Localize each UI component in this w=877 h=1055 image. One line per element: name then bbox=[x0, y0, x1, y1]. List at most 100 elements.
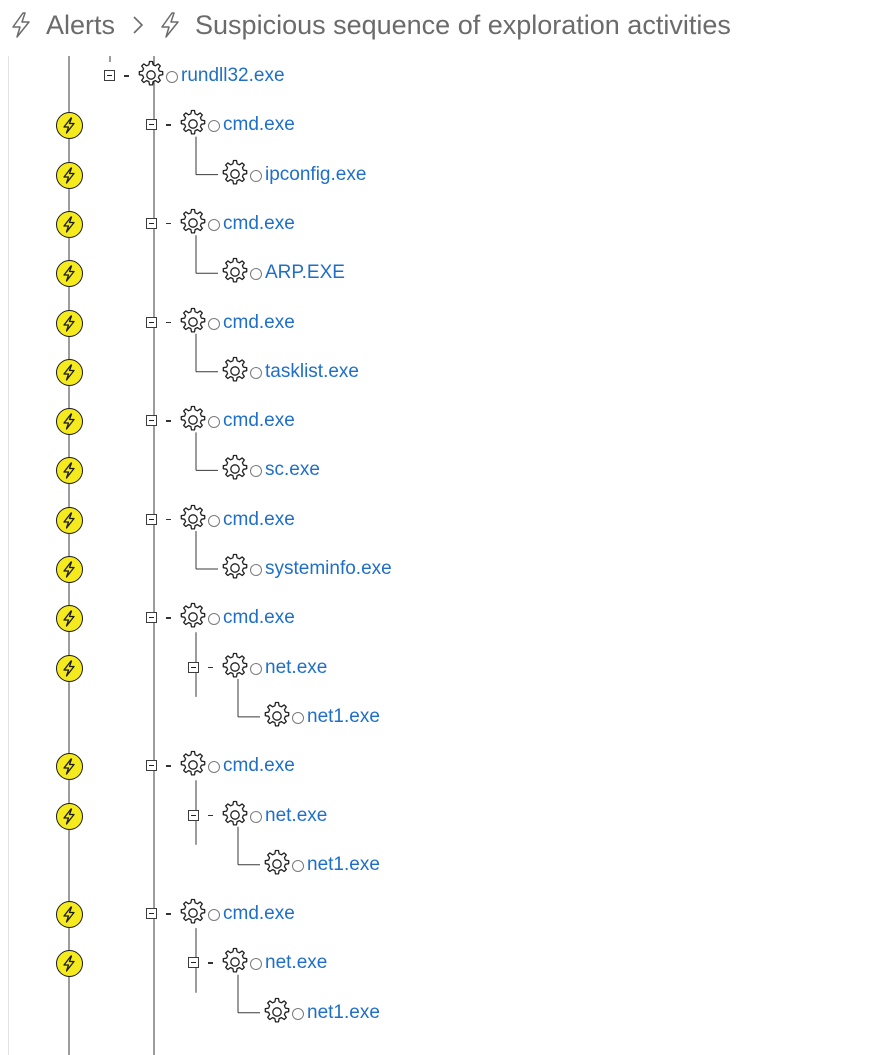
gear-icon bbox=[180, 751, 206, 776]
circle-icon bbox=[250, 465, 262, 478]
gear-icon bbox=[180, 110, 206, 135]
lightning-bolt-icon bbox=[62, 413, 75, 430]
lightning-bolt-icon bbox=[62, 166, 75, 184]
lightning-bolt-icon bbox=[62, 364, 75, 381]
process-name-link[interactable]: net.exe bbox=[265, 804, 328, 826]
gear-icon bbox=[222, 356, 248, 382]
lightning-bolt-icon bbox=[62, 216, 75, 233]
process-name-link[interactable]: tasklist.exe bbox=[265, 360, 359, 382]
lightning-bolt-icon bbox=[62, 117, 75, 134]
tree-dash bbox=[166, 913, 171, 915]
breadcrumb-alerts-link[interactable]: Alerts bbox=[46, 9, 116, 40]
alert-badge-icon[interactable] bbox=[55, 901, 83, 929]
process-tree-panel: rundll32.exe cmd.exe ipconfig.exe cmd.exe AR… bbox=[8, 56, 877, 1055]
tree-dash bbox=[208, 814, 213, 816]
gear-icon bbox=[138, 60, 164, 86]
collapse-toggle-icon[interactable] bbox=[146, 612, 157, 624]
collapse-toggle-icon[interactable] bbox=[188, 957, 199, 969]
collapse-toggle-icon[interactable] bbox=[188, 661, 199, 673]
collapse-toggle-icon[interactable] bbox=[146, 908, 157, 920]
tree-dash bbox=[124, 75, 129, 77]
gear-icon bbox=[222, 800, 248, 826]
alert-badge-icon[interactable] bbox=[55, 210, 83, 238]
gear-icon bbox=[222, 652, 248, 678]
process-name-link[interactable]: net1.exe bbox=[307, 1001, 380, 1023]
page-title: Suspicious sequence of exploration activ… bbox=[195, 9, 731, 40]
circle-icon bbox=[208, 218, 220, 231]
breadcrumb: Alerts Suspicious sequence of exploratio… bbox=[0, 0, 877, 50]
circle-icon bbox=[250, 958, 262, 971]
collapse-toggle-icon[interactable] bbox=[146, 217, 157, 229]
process-name-link[interactable]: net.exe bbox=[265, 656, 328, 678]
circle-icon bbox=[208, 317, 220, 330]
gear-icon bbox=[222, 455, 248, 480]
collapse-toggle-icon[interactable] bbox=[188, 809, 199, 821]
process-name-link[interactable]: cmd.exe bbox=[223, 114, 295, 136]
collapse-toggle-icon[interactable] bbox=[146, 760, 157, 772]
alert-badge-icon[interactable] bbox=[55, 605, 83, 633]
lightning-bolt-icon bbox=[12, 12, 30, 38]
alert-badge-icon[interactable] bbox=[55, 802, 83, 830]
process-name-link[interactable]: net1.exe bbox=[307, 853, 380, 875]
lightning-bolt-icon bbox=[62, 512, 75, 529]
circle-icon bbox=[250, 810, 262, 823]
tree-dash bbox=[166, 124, 171, 126]
process-name-link[interactable]: cmd.exe bbox=[223, 212, 295, 234]
gear-icon bbox=[264, 997, 290, 1023]
collapse-toggle-icon[interactable] bbox=[146, 415, 157, 427]
tree-dash bbox=[166, 765, 171, 767]
circle-icon bbox=[292, 1007, 304, 1020]
alert-badge-icon[interactable] bbox=[55, 260, 83, 288]
collapse-toggle-icon[interactable] bbox=[146, 513, 157, 525]
circle-icon bbox=[250, 268, 262, 281]
gear-icon bbox=[180, 307, 206, 333]
lightning-bolt-icon bbox=[62, 807, 75, 825]
lightning-bolt-icon bbox=[62, 462, 75, 480]
process-name-link[interactable]: sc.exe bbox=[265, 459, 320, 481]
alert-badge-icon[interactable] bbox=[55, 358, 83, 386]
process-name-link[interactable]: net1.exe bbox=[307, 705, 380, 727]
alert-badge-icon[interactable] bbox=[55, 950, 83, 978]
process-name-link[interactable]: cmd.exe bbox=[223, 410, 295, 432]
gear-icon bbox=[222, 258, 248, 283]
process-name-link[interactable]: rundll32.exe bbox=[181, 65, 285, 86]
collapse-toggle-icon[interactable] bbox=[104, 70, 115, 81]
lightning-bolt-icon bbox=[62, 265, 75, 282]
alert-badge-icon[interactable] bbox=[55, 408, 83, 436]
circle-icon bbox=[250, 169, 262, 182]
tree-dash bbox=[166, 321, 171, 323]
tree-dash bbox=[208, 666, 213, 669]
lightning-bolt-icon bbox=[62, 314, 75, 332]
alert-badge-icon[interactable] bbox=[55, 112, 83, 140]
circle-icon bbox=[208, 514, 220, 527]
alert-badge-icon[interactable] bbox=[55, 457, 83, 485]
process-name-link[interactable]: net.exe bbox=[265, 952, 328, 974]
circle-icon bbox=[166, 71, 178, 83]
circle-icon bbox=[292, 859, 304, 872]
alert-badge-icon[interactable] bbox=[55, 506, 83, 534]
process-name-link[interactable]: ARP.EXE bbox=[265, 262, 345, 284]
process-name-link[interactable]: ipconfig.exe bbox=[265, 163, 367, 185]
process-name-link[interactable]: cmd.exe bbox=[223, 755, 295, 777]
alert-badge-icon[interactable] bbox=[55, 161, 83, 189]
collapse-toggle-icon[interactable] bbox=[146, 316, 157, 328]
process-name-link[interactable]: cmd.exe bbox=[223, 311, 295, 333]
gear-icon bbox=[222, 159, 248, 185]
alert-badge-icon[interactable] bbox=[55, 309, 83, 337]
gear-icon bbox=[264, 701, 290, 727]
gear-icon bbox=[180, 208, 206, 234]
process-name-link[interactable]: systeminfo.exe bbox=[265, 558, 392, 579]
lightning-bolt-icon bbox=[62, 758, 75, 775]
process-name-link[interactable]: cmd.exe bbox=[223, 607, 295, 629]
process-name-link[interactable]: cmd.exe bbox=[223, 508, 295, 530]
lightning-bolt-icon bbox=[161, 12, 179, 38]
collapse-toggle-icon[interactable] bbox=[146, 119, 157, 131]
gear-icon bbox=[222, 948, 248, 973]
alert-badge-icon[interactable] bbox=[55, 753, 83, 781]
chevron-right-icon bbox=[133, 16, 144, 34]
tree-dash bbox=[166, 222, 171, 225]
alert-badge-icon[interactable] bbox=[55, 556, 83, 583]
tree-dash bbox=[166, 518, 171, 521]
alert-badge-icon[interactable] bbox=[55, 654, 83, 682]
process-name-link[interactable]: cmd.exe bbox=[223, 903, 295, 925]
